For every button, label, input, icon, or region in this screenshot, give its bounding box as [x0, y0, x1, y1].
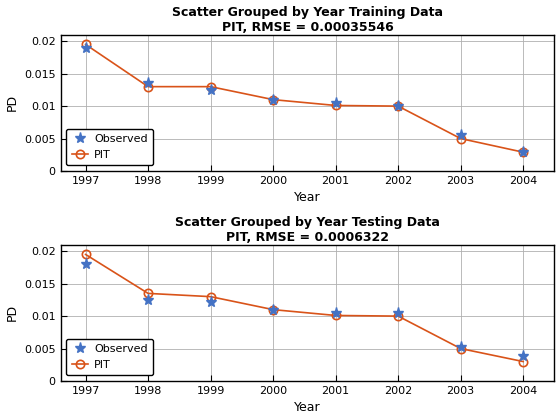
Legend: Observed, PIT: Observed, PIT [66, 339, 153, 375]
PIT [207, 294, 214, 299]
PIT [395, 314, 402, 319]
PIT [332, 313, 339, 318]
PIT [458, 346, 464, 351]
Y-axis label: PD: PD [6, 304, 18, 321]
Observed [207, 299, 214, 304]
Line: PIT: PIT [81, 40, 528, 156]
PIT [458, 136, 464, 141]
Title: Scatter Grouped by Year Testing Data
PIT, RMSE = 0.0006322: Scatter Grouped by Year Testing Data PIT… [175, 215, 440, 244]
PIT [520, 359, 526, 364]
PIT [270, 97, 277, 102]
Observed [520, 354, 526, 359]
PIT [395, 104, 402, 109]
PIT [270, 307, 277, 312]
Observed [332, 310, 339, 315]
X-axis label: Year: Year [294, 192, 321, 205]
PIT [520, 150, 526, 155]
Observed [395, 104, 402, 109]
Observed [395, 310, 402, 315]
PIT [82, 42, 89, 47]
Line: Observed: Observed [80, 259, 529, 362]
PIT [207, 84, 214, 89]
Legend: Observed, PIT: Observed, PIT [66, 129, 153, 165]
Line: Observed: Observed [80, 42, 529, 157]
PIT [144, 291, 151, 296]
Observed [82, 262, 89, 267]
Observed [207, 87, 214, 92]
Line: PIT: PIT [81, 250, 528, 366]
Observed [144, 297, 151, 302]
Observed [332, 100, 339, 105]
Observed [144, 81, 151, 86]
Observed [82, 45, 89, 50]
Y-axis label: PD: PD [6, 94, 18, 111]
Observed [458, 345, 464, 350]
Title: Scatter Grouped by Year Training Data
PIT, RMSE = 0.00035546: Scatter Grouped by Year Training Data PI… [172, 5, 443, 34]
Observed [270, 97, 277, 102]
Observed [520, 149, 526, 154]
PIT [332, 103, 339, 108]
Observed [458, 133, 464, 138]
X-axis label: Year: Year [294, 402, 321, 415]
PIT [144, 84, 151, 89]
Observed [270, 307, 277, 312]
PIT [82, 252, 89, 257]
